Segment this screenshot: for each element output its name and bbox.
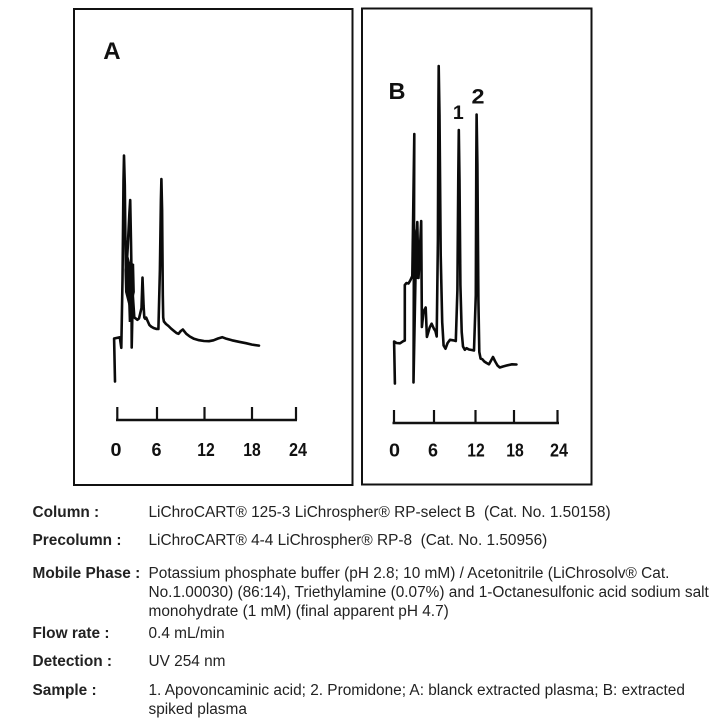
svg-text:12: 12 xyxy=(467,439,485,460)
svg-text:A: A xyxy=(103,38,120,65)
svg-text:2: 2 xyxy=(472,86,485,109)
svg-text:B: B xyxy=(389,78,406,104)
svg-text:18: 18 xyxy=(243,439,261,460)
svg-text:24: 24 xyxy=(550,439,569,460)
svg-text:0: 0 xyxy=(111,439,122,460)
svg-text:6: 6 xyxy=(152,439,162,460)
svg-text:1: 1 xyxy=(453,102,464,124)
svg-text:12: 12 xyxy=(197,439,215,460)
svg-text:24: 24 xyxy=(289,439,308,460)
svg-text:18: 18 xyxy=(506,439,524,460)
svg-text:6: 6 xyxy=(428,439,438,460)
svg-text:0: 0 xyxy=(389,439,400,460)
